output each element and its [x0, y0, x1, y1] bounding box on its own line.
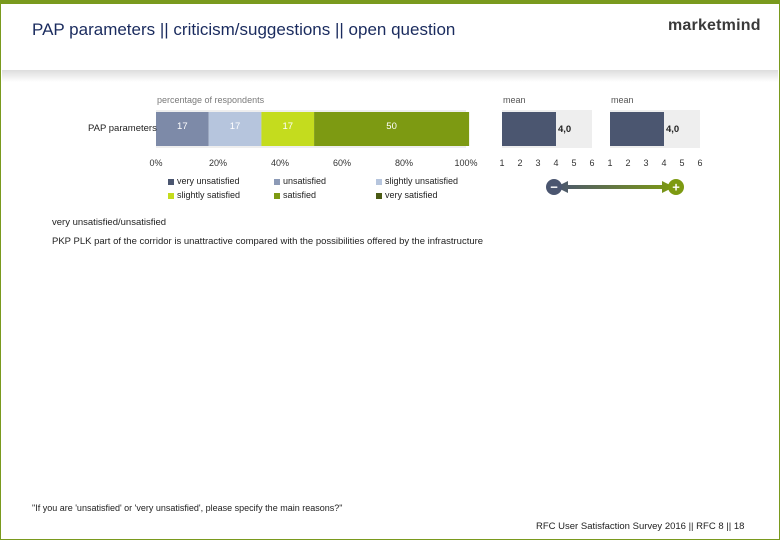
- x-tick-label: 60%: [333, 158, 351, 168]
- survey-question: "If you are 'unsatisfied' or 'very unsat…: [32, 503, 343, 513]
- bar-segment-0: [156, 112, 209, 146]
- category-label: PAP parameters: [88, 123, 157, 134]
- x-tick-label: 1: [607, 158, 612, 168]
- x-tick-label: 5: [571, 158, 576, 168]
- legend-item-slightly-satisfied: slightly satisfied: [168, 190, 240, 200]
- plus-circle: [668, 179, 684, 195]
- legend-swatch: [376, 178, 382, 185]
- scale-arrow: − +: [546, 179, 684, 195]
- x-tick-label: 4: [553, 158, 558, 168]
- legend-label: slightly satisfied: [177, 190, 241, 200]
- legend-item-very-satisfied: very satisfied: [376, 190, 438, 200]
- legend-item-slightly-unsatisfied: slightly unsatisfied: [376, 176, 458, 186]
- top-accent-bar: [0, 0, 780, 4]
- legend-swatch: [274, 192, 280, 199]
- x-tick-label: 5: [679, 158, 684, 168]
- x-tick-label: 40%: [271, 158, 289, 168]
- x-tick-label: 2: [517, 158, 522, 168]
- page-title: PAP parameters || criticism/suggestions …: [32, 20, 456, 39]
- response-category: very unsatisfied/unsatisfied: [52, 217, 167, 228]
- legend-swatch: [168, 192, 174, 199]
- logo: marketmind: [668, 17, 761, 34]
- header: PAP parameters || criticism/suggestions …: [2, 4, 778, 70]
- x-tick-label: 20%: [209, 158, 227, 168]
- mean-bar: [610, 112, 664, 146]
- bar-value-label: 17: [282, 121, 293, 132]
- bar-value-label: 50: [386, 121, 397, 132]
- legend-swatch: [274, 178, 280, 185]
- mean-value-label: 4,0: [558, 124, 571, 135]
- legend-label: unsatisfied: [283, 176, 327, 186]
- mean-chart-2: 4,0 1 2 3 4 5 6: [607, 110, 703, 168]
- x-tick-label: 6: [589, 158, 594, 168]
- stacked-bar-chart: 17 17 17 50 0% 20% 40% 60% 80% 100%: [149, 110, 478, 168]
- stacked-chart-title: percentage of respondents: [157, 95, 265, 105]
- legend-item-satisfied: satisfied: [274, 190, 316, 200]
- x-tick-label: 6: [697, 158, 702, 168]
- minus-icon: −: [550, 180, 558, 195]
- legend-swatch: [168, 178, 174, 185]
- x-tick-label: 1: [499, 158, 504, 168]
- x-tick-label: 100%: [454, 158, 477, 168]
- mean-value-label: 4,0: [666, 124, 679, 135]
- header-shadow: [2, 70, 778, 82]
- legend-item-very-unsatisfied: very unsatisfied: [168, 176, 240, 186]
- x-tick-label: 0%: [149, 158, 162, 168]
- bar-segment-4: [314, 112, 470, 146]
- mean-chart-2-title: mean: [611, 95, 634, 105]
- bar-segment-3: [261, 112, 315, 146]
- legend-label: satisfied: [283, 190, 317, 200]
- x-tick-label: 3: [643, 158, 648, 168]
- x-tick-label: 2: [625, 158, 630, 168]
- response-comment: PKP PLK part of the corridor is unattrac…: [52, 236, 484, 247]
- footer-reference: RFC User Satisfaction Survey 2016 || RFC…: [536, 521, 745, 532]
- legend-swatch: [376, 192, 382, 199]
- x-tick-label: 80%: [395, 158, 413, 168]
- plus-icon: +: [672, 180, 680, 195]
- x-tick-label: 4: [661, 158, 666, 168]
- bar-value-label: 17: [177, 121, 188, 132]
- mean-bar: [502, 112, 556, 146]
- mean-chart-1-title: mean: [503, 95, 526, 105]
- legend-label: very satisfied: [385, 190, 438, 200]
- minus-circle: [546, 179, 562, 195]
- legend-label: very unsatisfied: [177, 176, 240, 186]
- arrow-shape: [556, 181, 674, 193]
- legend-item-unsatisfied: unsatisfied: [274, 176, 326, 186]
- x-tick-label: 3: [535, 158, 540, 168]
- legend-label: slightly unsatisfied: [385, 176, 459, 186]
- bar-segment-2: [208, 112, 262, 146]
- bar-value-label: 17: [230, 121, 241, 132]
- mean-chart-1: 4,0 1 2 3 4 5 6: [499, 110, 595, 168]
